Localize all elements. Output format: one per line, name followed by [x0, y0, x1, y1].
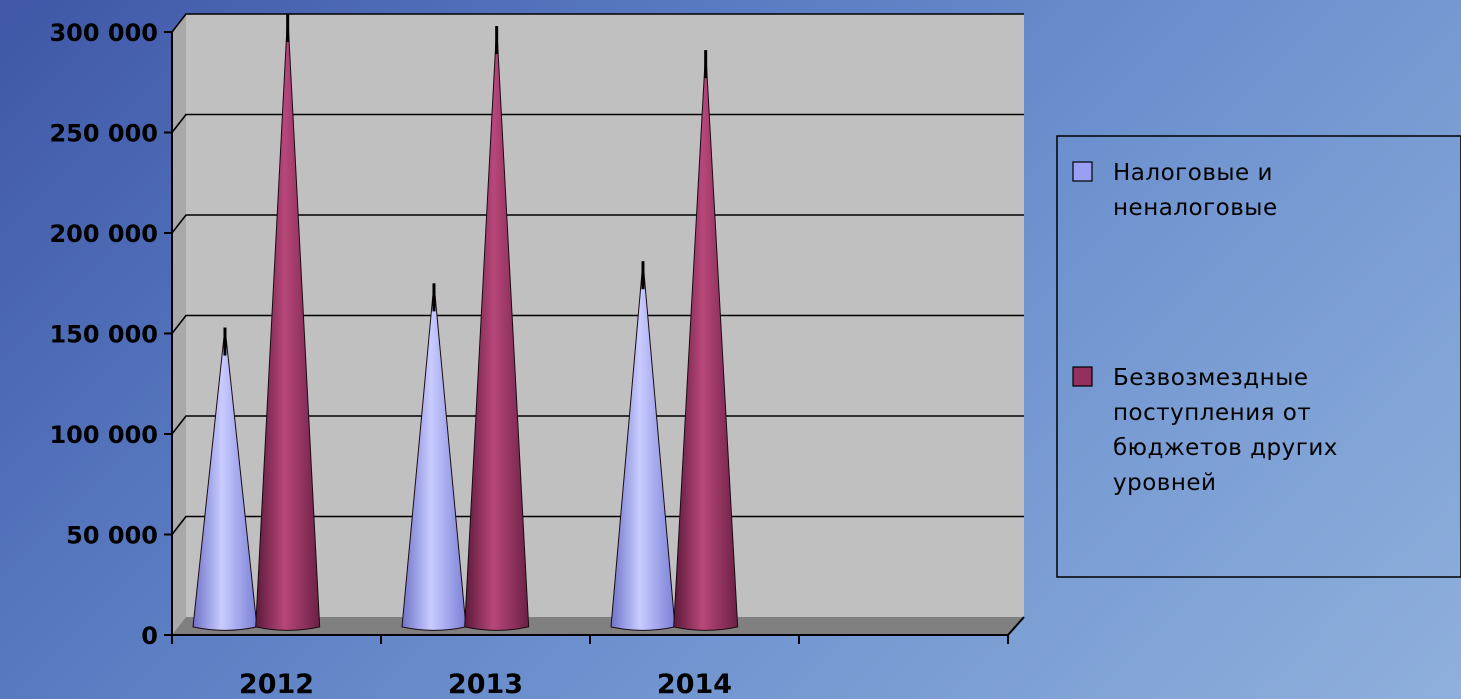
legend: Налоговые и неналоговые Безвозмездные посту…	[1056, 135, 1461, 578]
y-axis-ticks: 0 50 000 100 000 150 000 200 000 250 000 300 0…	[49, 19, 172, 650]
x-axis-ticks: 2012 2013 2014	[171, 635, 1009, 699]
cone-marks	[192, 13, 739, 631]
x-tick-label: 2012	[239, 669, 314, 699]
y-tick-label: 100 000	[49, 421, 158, 449]
floor	[172, 617, 1024, 635]
y-tick-label: 200 000	[49, 220, 158, 248]
gridline	[171, 415, 1024, 435]
legend-label-0: неналоговые	[1113, 195, 1278, 221]
legend-swatch-1	[1072, 366, 1093, 387]
legend-swatch-0	[1072, 161, 1093, 182]
cone-1-2	[673, 50, 739, 631]
cone-1-1	[464, 26, 530, 631]
gridline	[171, 13, 1024, 33]
gridlines	[171, 13, 1024, 535]
gridline	[171, 214, 1024, 234]
y-tick-label: 50 000	[66, 522, 158, 550]
legend-label-1: уровней	[1113, 470, 1216, 496]
x-tick-label: 2013	[448, 669, 523, 699]
gridline	[171, 314, 1024, 334]
y-tick-label: 250 000	[49, 120, 158, 148]
legend-label-1: поступления от	[1113, 400, 1311, 426]
y-tick-label: 0	[141, 622, 158, 650]
x-tick-label: 2014	[657, 669, 732, 699]
legend-label-1: бюджетов других	[1113, 435, 1338, 461]
gridline	[171, 113, 1024, 133]
legend-label-0: Налоговые и	[1113, 160, 1273, 186]
gridline	[171, 515, 1024, 535]
legend-box	[1056, 135, 1461, 578]
y-tick-label: 300 000	[49, 19, 158, 47]
legend-label-1: Безвозмездные	[1113, 365, 1309, 391]
cone-1-0	[255, 13, 321, 631]
y-tick-label: 150 000	[49, 321, 158, 349]
